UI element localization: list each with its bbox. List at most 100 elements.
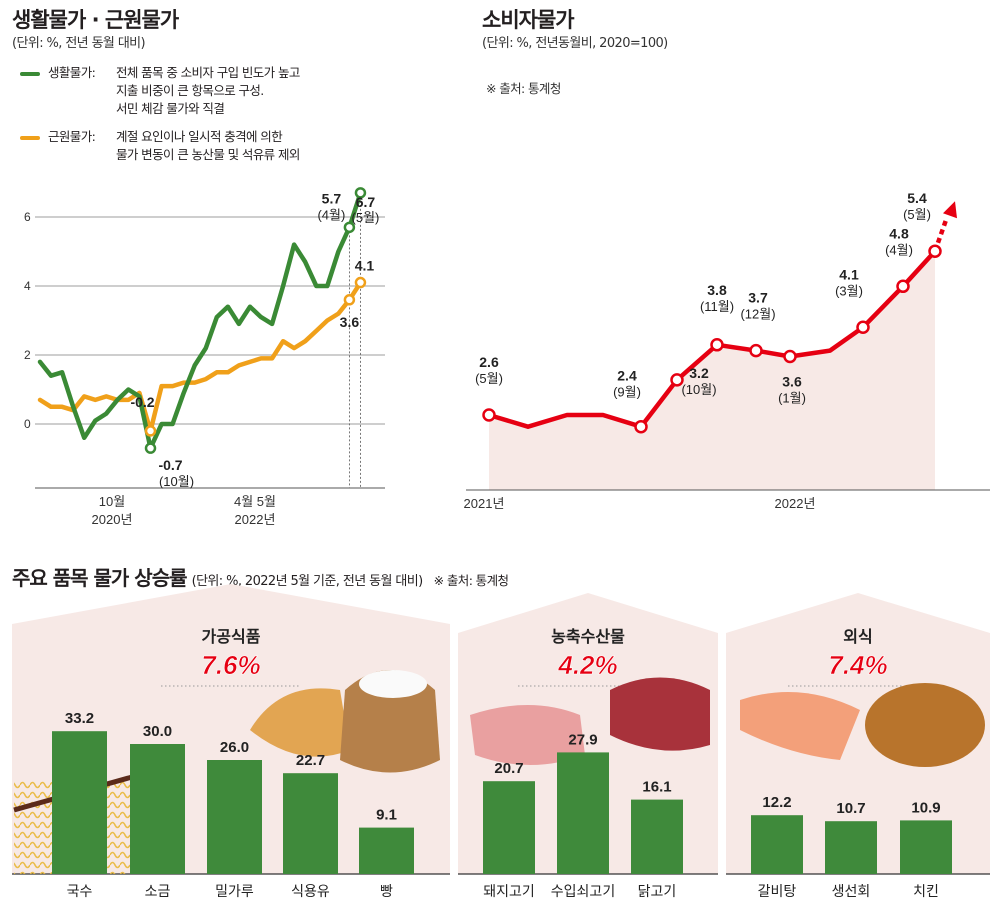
bar xyxy=(900,820,952,874)
living-line xyxy=(37,190,363,451)
bar-category-label: 소금 xyxy=(145,883,171,899)
cpi-value-label: 3.8 xyxy=(707,282,727,298)
cpi-marker xyxy=(783,349,797,364)
flour-sack-illustration xyxy=(340,670,440,773)
left-chart-title: 생활물가 · 근원물가 xyxy=(12,8,179,32)
cpi-area xyxy=(466,251,990,491)
right-chart-title: 소비자물가 xyxy=(482,8,575,32)
left-chart: 0 2 4 6 -0.7(10월) -0.2 5.7(4월) 6.7(5월) 3.6 4.1 1… xyxy=(24,187,385,527)
y-tick-label: 4 xyxy=(24,279,31,293)
core-legend-swatch xyxy=(20,136,40,140)
bar-value-label: 22.7 xyxy=(296,752,325,769)
living-legend-line-3: 서민 체감 물가와 직결 xyxy=(116,101,225,116)
bar-category-label: 갈비탕 xyxy=(758,883,797,899)
core-series xyxy=(37,280,363,434)
left-chart-subtitle: (단위: %, 전년 동월 대비) xyxy=(12,36,146,51)
core-legend-line-2: 물가 변동이 큰 농산물 및 석유류 제외 xyxy=(116,147,300,162)
living-apr-month: (4월) xyxy=(317,207,345,222)
cpi-marker xyxy=(634,419,648,434)
core-marker xyxy=(343,294,356,306)
cpi-month-label: (5월) xyxy=(475,371,503,386)
panel-rate: 7.6% xyxy=(201,650,260,680)
panel-rate: 4.2% xyxy=(557,650,617,680)
bar-value-label: 26.0 xyxy=(220,739,249,756)
living-legend-line-1: 전체 품목 중 소비자 구입 빈도가 높고 xyxy=(116,65,300,80)
core-marker xyxy=(144,425,157,437)
bar xyxy=(825,821,877,874)
x-label-year: 2020년 xyxy=(92,512,133,527)
panel-name: 농축수산물 xyxy=(551,628,625,646)
cpi-points: 2.6(5월) 2.4(9월)3.2(10월)3.8(11월)3.7(12월)3.… xyxy=(475,190,942,434)
cpi-area-fill xyxy=(489,251,935,490)
bar-category-label: 치킨 xyxy=(913,883,939,899)
flour-illustration xyxy=(359,670,427,698)
living-may-value: 6.7 xyxy=(356,194,376,210)
cpi-marker xyxy=(482,408,496,422)
x-label-year: 2022년 xyxy=(775,496,816,511)
core-line xyxy=(37,280,363,434)
bottom-title: 주요 품목 물가 상승률 xyxy=(12,566,187,590)
left-chart-annotations: -0.7(10월) -0.2 5.7(4월) 6.7(5월) 3.6 4.1 xyxy=(130,190,379,489)
cpi-value-label: 4.8 xyxy=(889,225,909,241)
y-tick-label: 0 xyxy=(24,417,31,431)
cpi-month-label: (1월) xyxy=(778,391,806,406)
bar xyxy=(207,760,262,874)
panel-name: 외식 xyxy=(843,628,872,646)
chicken-illustration xyxy=(865,683,985,767)
cpi-marker xyxy=(710,338,724,352)
right-chart: 2.6(5월) 2.4(9월)3.2(10월)3.8(11월)3.7(12월)3.… xyxy=(464,190,990,511)
bar-value-label: 33.2 xyxy=(65,710,94,727)
bar-value-label: 20.7 xyxy=(494,760,523,777)
cpi-month-label: (12월) xyxy=(740,307,775,322)
x-label-year: 2022년 xyxy=(235,512,276,527)
cpi-trend-arrow-line xyxy=(932,216,950,252)
bar-category-label: 밀가루 xyxy=(215,883,254,899)
living-may-month: (5월) xyxy=(352,210,380,225)
bar-value-label: 9.1 xyxy=(376,807,397,824)
panel-3: 외식 7.4% 12.2 갈비탕 10.7 생선회 10.9 치킨 xyxy=(726,593,990,899)
cpi-marker xyxy=(856,320,870,334)
bar-category-label: 생선회 xyxy=(832,883,871,899)
x-label-year: 2021년 xyxy=(464,496,505,511)
bottom-source: ※ 출처: 통계청 xyxy=(433,573,509,588)
cpi-month-label: (5월) xyxy=(903,207,931,222)
left-chart-guides xyxy=(348,192,361,488)
bar xyxy=(130,744,185,874)
sashimi-illustration xyxy=(740,692,860,760)
bar-category-label: 국수 xyxy=(67,883,93,899)
core-may-value: 4.1 xyxy=(355,258,375,274)
pork-illustration xyxy=(470,705,585,765)
right-chart-subtitle: (단위: %, 전년동월비, 2020=100) xyxy=(482,36,668,51)
x-label-month: 10월 xyxy=(99,494,125,509)
living-legend-swatch xyxy=(20,72,40,76)
panel-2: 농축수산물 4.2% 20.7 돼지고기 27.9 수입쇠고기 16.1 닭고기 xyxy=(458,593,718,899)
cpi-trend-arrow-head xyxy=(943,201,957,219)
right-chart-source: ※ 출처: 통계청 xyxy=(486,81,561,96)
cpi-value-label: 2.6 xyxy=(479,354,499,370)
cpi-value-label: 3.6 xyxy=(782,374,802,390)
living-marker xyxy=(354,187,367,199)
panel-1: 가공식품 7.6% 33.2 국수 30.0 소금 26.0 밀가루 22.7 식용유 9.1 빵 xyxy=(12,584,450,899)
living-marker xyxy=(144,442,157,454)
bar xyxy=(631,799,683,874)
living-marker xyxy=(343,221,356,234)
cpi-month-label: (4월) xyxy=(885,242,913,257)
panel-background xyxy=(726,593,990,874)
bar xyxy=(483,781,535,874)
bar-value-label: 16.1 xyxy=(642,779,671,796)
core-apr-value: 3.6 xyxy=(340,314,360,330)
beef-illustration xyxy=(610,677,710,751)
left-chart-x-axis: 10월 2020년 4월 5월 2022년 xyxy=(92,494,276,527)
bottom-header: 주요 품목 물가 상승률 (단위: %, 2022년 5월 기준, 전년 동월 … xyxy=(12,562,509,591)
left-chart-markers xyxy=(144,187,367,454)
bar-value-label: 27.9 xyxy=(568,731,597,748)
bottom-subtitle: (단위: %, 2022년 5월 기준, 전년 동월 대비) xyxy=(191,574,424,589)
cpi-value-label: 5.4 xyxy=(907,190,927,206)
cpi-month-label: (9월) xyxy=(613,385,641,400)
right-chart-x-axis: 2021년 2022년 xyxy=(464,496,816,511)
cpi-month-label: (10월) xyxy=(681,382,716,397)
bar-category-label: 돼지고기 xyxy=(483,883,535,899)
core-legend-name: 근원물가: xyxy=(48,129,96,144)
bar xyxy=(52,731,107,874)
